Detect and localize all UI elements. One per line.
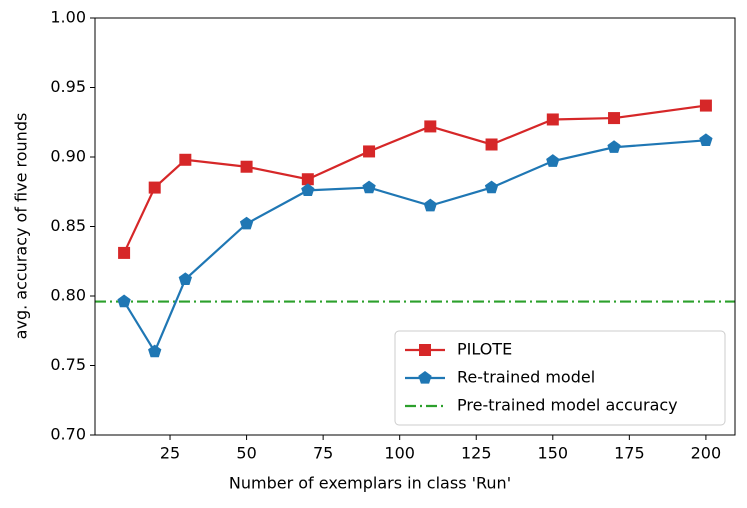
data-point [301,173,314,186]
data-point [118,246,131,259]
data-point [363,145,376,158]
y-tick-label: 0.95 [50,77,86,96]
data-point [301,183,315,197]
data-point [239,216,254,230]
x-tick-label: 75 [313,444,333,463]
x-tick-label: 200 [691,444,722,463]
plot-frame [94,17,736,436]
data-point [607,140,621,153]
y-tick-label: 1.00 [50,8,86,27]
y-tick-label: 0.80 [50,286,86,305]
data-point [424,120,437,133]
data-point [485,138,498,151]
data-point [148,181,161,194]
series-line [123,139,706,354]
x-tick-label: 25 [160,444,180,463]
legend-label: Re-trained model [457,368,595,387]
data-point [546,154,560,167]
legend-marker [419,344,431,356]
data-point [608,112,621,125]
y-tick-label: 0.70 [50,425,86,444]
data-point [240,160,253,173]
data-point [423,198,437,212]
data-point [484,180,499,194]
x-tick-label: 50 [236,444,256,463]
legend-marker [418,371,432,384]
x-tick-label: 100 [384,444,415,463]
series-line [123,104,707,254]
data-point [178,272,192,285]
legend-label: Pre-trained model accuracy [457,396,678,415]
data-point [546,113,559,126]
y-tick-label: 0.90 [50,147,86,166]
x-tick-label: 125 [461,444,492,463]
x-tick-label: 175 [614,444,645,463]
x-axis-label: Number of exemplars in class 'Run' [229,474,511,493]
data-point [699,133,713,146]
data-point [699,99,712,112]
y-axis-label: avg. accuracy of five rounds [12,113,31,340]
data-point [148,344,162,358]
y-tick-label: 0.85 [50,216,86,235]
data-point [179,153,192,166]
y-tick-label: 0.75 [50,355,86,374]
data-point [117,294,131,308]
legend-box [394,330,726,426]
x-tick-label: 150 [538,444,569,463]
data-point [362,180,376,194]
legend-label: PILOTE [457,340,512,359]
